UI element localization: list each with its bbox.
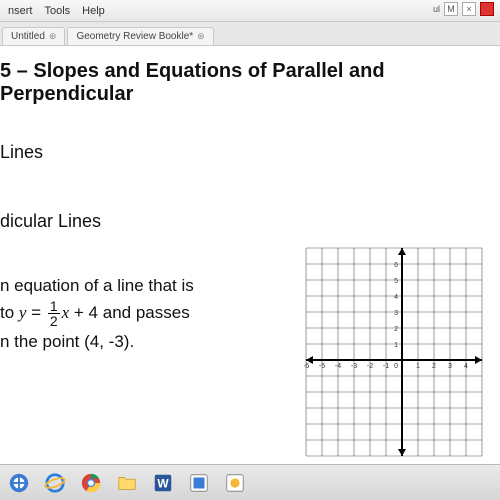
- tab-untitled[interactable]: Untitled ⊛: [2, 27, 65, 45]
- start-icon[interactable]: [6, 470, 32, 496]
- menu-help[interactable]: Help: [76, 5, 111, 17]
- svg-text:-6: -6: [304, 363, 309, 370]
- svg-text:-5: -5: [319, 363, 325, 370]
- tab-label: Untitled: [11, 31, 45, 42]
- taskbar: W: [0, 464, 500, 500]
- section-perp-lines: dicular Lines: [0, 181, 500, 250]
- problem-line-2: to y = 12x + 4 and passes: [0, 299, 260, 328]
- word-icon[interactable]: W: [150, 470, 176, 496]
- chrome-icon[interactable]: [78, 470, 104, 496]
- smart-icon[interactable]: [186, 470, 212, 496]
- txt: to: [0, 303, 19, 322]
- document-area: 5 – Slopes and Equations of Parallel and…: [0, 46, 500, 464]
- svg-text:6: 6: [394, 262, 398, 269]
- problem-text: n equation of a line that is to y = 12x …: [0, 250, 260, 355]
- section-lines: Lines: [0, 124, 500, 181]
- coordinate-grid: -6 -5 -4 -3 -2 -1 1 2 3 4 1 2 3 4 5 6 0: [304, 246, 500, 458]
- svg-text:1: 1: [416, 363, 420, 370]
- svg-text:3: 3: [448, 363, 452, 370]
- svg-text:-2: -2: [367, 363, 373, 370]
- window-controls: ul M ×: [433, 2, 494, 16]
- mini-label: ul: [433, 4, 440, 14]
- svg-text:0: 0: [394, 363, 398, 370]
- svg-text:-3: -3: [351, 363, 357, 370]
- page-title: 5 – Slopes and Equations of Parallel and…: [0, 54, 500, 124]
- misc-icon[interactable]: [222, 470, 248, 496]
- tab-label: Geometry Review Bookle*: [76, 31, 193, 42]
- svg-text:-1: -1: [383, 363, 389, 370]
- m-box[interactable]: M: [444, 2, 458, 16]
- close-icon[interactable]: ⊛: [49, 31, 57, 42]
- menu-bar: nsert Tools Help: [0, 0, 500, 22]
- tab-bar: Untitled ⊛ Geometry Review Bookle* ⊛: [0, 22, 500, 46]
- eq-tail: + 4: [69, 303, 98, 322]
- fraction: 12: [48, 299, 60, 328]
- svg-text:4: 4: [464, 363, 468, 370]
- problem-line-1: n equation of a line that is: [0, 272, 260, 299]
- svg-text:5: 5: [394, 278, 398, 285]
- menu-insert[interactable]: nsert: [2, 5, 38, 17]
- problem-line-3: n the point (4, -3).: [0, 328, 260, 355]
- numerator: 1: [48, 299, 60, 314]
- svg-text:2: 2: [394, 326, 398, 333]
- eq-sign: =: [26, 303, 45, 322]
- close-box[interactable]: ×: [462, 2, 476, 16]
- svg-text:W: W: [157, 476, 169, 490]
- svg-text:4: 4: [394, 294, 398, 301]
- red-indicator: [480, 2, 494, 16]
- txt: and passes: [98, 303, 190, 322]
- svg-text:3: 3: [394, 310, 398, 317]
- menu-tools[interactable]: Tools: [38, 5, 76, 17]
- ie-icon[interactable]: [42, 470, 68, 496]
- tab-geometry[interactable]: Geometry Review Bookle* ⊛: [67, 27, 213, 45]
- denominator: 2: [48, 314, 60, 328]
- folder-icon[interactable]: [114, 470, 140, 496]
- svg-text:2: 2: [432, 363, 436, 370]
- close-icon[interactable]: ⊛: [197, 31, 205, 42]
- svg-text:1: 1: [394, 342, 398, 349]
- svg-text:-4: -4: [335, 363, 341, 370]
